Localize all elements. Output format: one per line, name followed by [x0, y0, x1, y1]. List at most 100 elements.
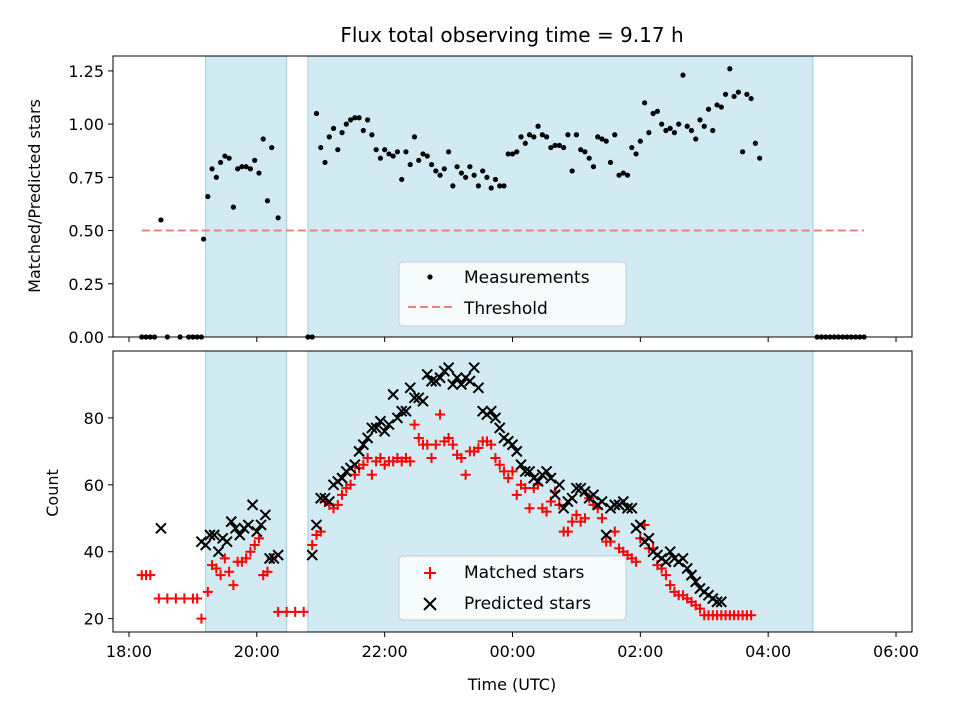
predicted-star-point: [387, 388, 399, 401]
predicted-star-point: [306, 549, 318, 561]
matched-star-point: [170, 593, 181, 604]
matched-star-point: [228, 580, 239, 591]
matched-star-point: [660, 570, 671, 581]
measurement-point: [552, 142, 558, 149]
predicted-star-point: [251, 525, 263, 538]
matched-star-point: [358, 459, 369, 470]
measurement-point: [437, 172, 443, 178]
predicted-star-point: [711, 596, 723, 608]
measurement-point: [518, 134, 524, 140]
matched-star-point: [460, 469, 471, 480]
measurement-point: [205, 193, 211, 200]
measurement-point: [433, 168, 439, 174]
measurement-point: [705, 106, 712, 112]
bottom-xtick-label: 20:00: [234, 642, 280, 661]
measurement-point: [714, 102, 720, 108]
predicted-star-point: [579, 485, 591, 498]
measurement-point: [748, 95, 754, 102]
predicted-star-point: [212, 546, 225, 558]
predicted-star-point: [489, 412, 502, 424]
predicted-star-point: [391, 412, 404, 424]
matched-star-point: [153, 593, 164, 604]
matched-star-point: [579, 513, 590, 524]
predicted-star-point: [545, 472, 557, 484]
measurement-point: [718, 104, 724, 110]
measurement-point: [313, 110, 320, 117]
predicted-star-point: [609, 499, 621, 511]
matched-star-point: [609, 526, 620, 537]
predicted-star-point: [468, 362, 480, 374]
measurement-point: [744, 91, 750, 97]
matched-star-point: [665, 580, 676, 591]
measurement-point: [239, 164, 245, 170]
measurement-point: [633, 151, 639, 157]
predicted-star-point: [400, 405, 412, 417]
matched-star-point: [443, 432, 454, 443]
measurement-point: [586, 155, 592, 161]
predicted-star-point: [506, 438, 519, 451]
predicted-star-point: [378, 425, 391, 437]
bottom-ylabel: Count: [43, 469, 62, 517]
matched-star-point: [211, 563, 222, 574]
predicted-star-point: [685, 569, 698, 581]
legend-label: Measurements: [464, 268, 590, 288]
measurement-point: [663, 127, 669, 134]
measurement-point: [243, 164, 249, 170]
matched-star-point: [567, 516, 578, 527]
matched-star-point: [307, 540, 318, 551]
matched-star-point: [422, 439, 433, 450]
matched-star-point: [507, 466, 518, 477]
predicted-star-point: [634, 519, 647, 531]
predicted-star-point: [455, 378, 468, 391]
matched-star-point: [494, 459, 505, 470]
predicted-star-point: [323, 495, 335, 508]
matched-star-point: [520, 483, 531, 494]
predicted-star-point: [425, 375, 438, 387]
matched-star-point: [447, 439, 458, 450]
bottom-ytick-label: 20: [84, 610, 104, 629]
matched-star-point: [375, 453, 386, 464]
measurement-point: [230, 204, 236, 210]
measurement-point: [463, 174, 469, 180]
top-ytick-label: 1.25: [68, 62, 104, 81]
measurement-point: [548, 144, 554, 151]
matched-star-point: [486, 439, 497, 450]
measurement-point: [735, 89, 741, 95]
measurement-point: [484, 174, 490, 180]
predicted-star-point: [395, 405, 408, 417]
measurement-point: [539, 132, 545, 138]
matched-star-point: [145, 570, 156, 581]
predicted-star-point: [225, 515, 237, 528]
predicted-star-point: [208, 529, 220, 541]
measurement-point: [365, 117, 371, 123]
predicted-star-point: [519, 465, 531, 478]
bottom-xtick-label: 04:00: [745, 642, 791, 661]
measurement-point: [667, 125, 673, 131]
matched-star-point: [249, 540, 260, 551]
measurement-point: [684, 123, 690, 129]
matched-star-point: [332, 499, 343, 510]
matched-star-point: [694, 603, 705, 614]
measurement-point: [339, 130, 345, 136]
measurement-point: [488, 185, 494, 191]
measurement-point: [360, 127, 366, 134]
predicted-star-point: [523, 465, 536, 478]
predicted-star-point: [472, 382, 485, 394]
bottom-observing-interval: [205, 350, 288, 633]
measurement-point: [200, 236, 207, 242]
measurement-point: [450, 183, 456, 189]
measurement-point: [556, 142, 562, 149]
measurement-point: [377, 155, 383, 161]
measurement-point: [637, 138, 643, 144]
measurement-point: [335, 147, 341, 153]
measurement-point: [543, 134, 550, 140]
measurement-point: [458, 170, 464, 176]
predicted-star-point: [570, 482, 583, 494]
measurement-point: [671, 130, 678, 136]
matched-star-point: [366, 469, 377, 480]
measurement-point: [471, 172, 477, 178]
measurement-point: [369, 132, 375, 138]
predicted-star-point: [263, 552, 276, 565]
measurement-point: [710, 127, 716, 134]
measurement-point: [680, 72, 686, 78]
